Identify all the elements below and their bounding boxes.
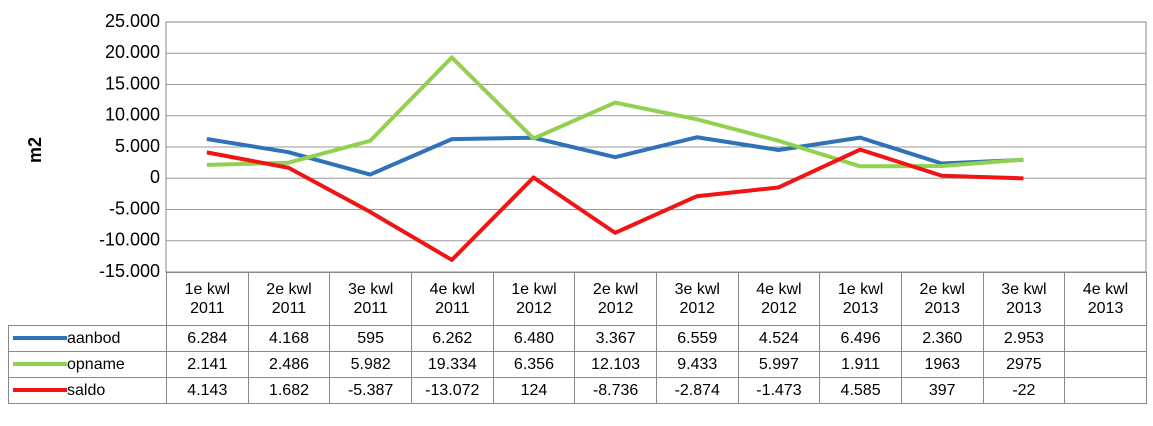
data-cell: 5.997 [737, 351, 821, 378]
data-cell: -8.736 [574, 377, 657, 404]
data-cell: 2.360 [900, 325, 984, 352]
data-cell: 5.982 [329, 351, 412, 378]
x-tick-label: 1e kwl 2012 [492, 272, 576, 326]
y-tick-label: 15.000 [105, 73, 160, 93]
header-row: 1e kwl 2011 2e kwl 2011 3e kwl 2011 4e kwl … [8, 272, 1147, 326]
legend-swatch [13, 336, 67, 341]
y-axis-label: m2 [25, 137, 45, 163]
data-cell: 397 [900, 377, 984, 404]
data-cell: 1.682 [247, 377, 331, 404]
x-tick-label: 4e kwl 2012 [737, 272, 821, 326]
y-tick-label: 20.000 [105, 42, 160, 62]
x-tick-label: 3e kwl 2011 [329, 272, 412, 326]
y-tick-label: 25.000 [105, 11, 160, 31]
data-cell: 2.486 [247, 351, 331, 378]
data-cell: -5.387 [329, 377, 412, 404]
corner-cell [8, 272, 167, 326]
series-line [206, 55, 1024, 169]
x-tick-label: 2e kwl 2011 [247, 272, 331, 326]
y-tick-label: -10.000 [99, 230, 160, 250]
y-tick-label: 0 [150, 167, 160, 187]
x-tick-label: 1e kwl 2013 [819, 272, 902, 326]
series-row: saldo 4.143 1.682 -5.387 -13.072 124 -8.736 -2.… [8, 377, 1147, 404]
data-cell: 1.911 [819, 351, 902, 378]
data-cell: -13.072 [410, 377, 494, 404]
legend-swatch [13, 362, 67, 367]
data-cell: 6.262 [410, 325, 494, 352]
data-cell: 6.284 [166, 325, 249, 352]
x-tick-label: 2e kwl 2013 [900, 272, 984, 326]
data-cell: 2.953 [982, 325, 1066, 352]
legend-swatch [13, 388, 67, 393]
legend-cell: saldo [8, 377, 167, 404]
x-tick-label: 4e kwl 2013 [1064, 272, 1147, 326]
series-line [206, 147, 1024, 262]
data-cell: 4.524 [737, 325, 821, 352]
data-cell: -22 [982, 377, 1066, 404]
data-cell: 19.334 [410, 351, 494, 378]
data-cell: -1.473 [737, 377, 821, 404]
x-tick-label: 3e kwl 2012 [655, 272, 739, 326]
data-cell: 12.103 [574, 351, 657, 378]
data-cell: 6.480 [492, 325, 576, 352]
data-cell: 595 [329, 325, 412, 352]
x-tick-label: 4e kwl 2011 [410, 272, 494, 326]
series-row: aanbod 6.284 4.168 595 6.262 6.480 3.367 6.559 4… [8, 325, 1147, 352]
legend-cell: aanbod [8, 325, 167, 352]
data-cell [1064, 325, 1147, 352]
data-cell: 9.433 [655, 351, 739, 378]
legend-cell: opname [8, 351, 167, 378]
y-tick-label: -5.000 [109, 198, 160, 218]
x-tick-label: 1e kwl 2011 [166, 272, 249, 326]
data-cell: -2.874 [655, 377, 739, 404]
legend-label: aanbod [67, 329, 121, 347]
data-cell: 4.168 [247, 325, 331, 352]
x-tick-label: 2e kwl 2012 [574, 272, 657, 326]
series-line [206, 135, 1024, 177]
x-tick-label: 3e kwl 2013 [982, 272, 1066, 326]
data-cell: 2975 [982, 351, 1066, 378]
data-cell: 6.356 [492, 351, 576, 378]
y-tick-label: 5.000 [115, 136, 160, 156]
data-cell [1064, 351, 1147, 378]
legend-label: saldo [67, 381, 106, 399]
data-cell: 1963 [900, 351, 984, 378]
legend-label: opname [67, 355, 125, 373]
data-table: 1e kwl 2011 2e kwl 2011 3e kwl 2011 4e kwl … [8, 272, 1147, 404]
data-cell: 6.496 [819, 325, 902, 352]
data-cell: 124 [492, 377, 576, 404]
data-cell: 6.559 [655, 325, 739, 352]
data-cell: 2.141 [166, 351, 249, 378]
data-cell: 3.367 [574, 325, 657, 352]
data-cell: 4.143 [166, 377, 249, 404]
y-tick-label: 10.000 [105, 105, 160, 125]
data-cell [1064, 377, 1147, 404]
series-row: opname 2.141 2.486 5.982 19.334 6.356 12.103 9.… [8, 351, 1147, 378]
data-cell: 4.585 [819, 377, 902, 404]
